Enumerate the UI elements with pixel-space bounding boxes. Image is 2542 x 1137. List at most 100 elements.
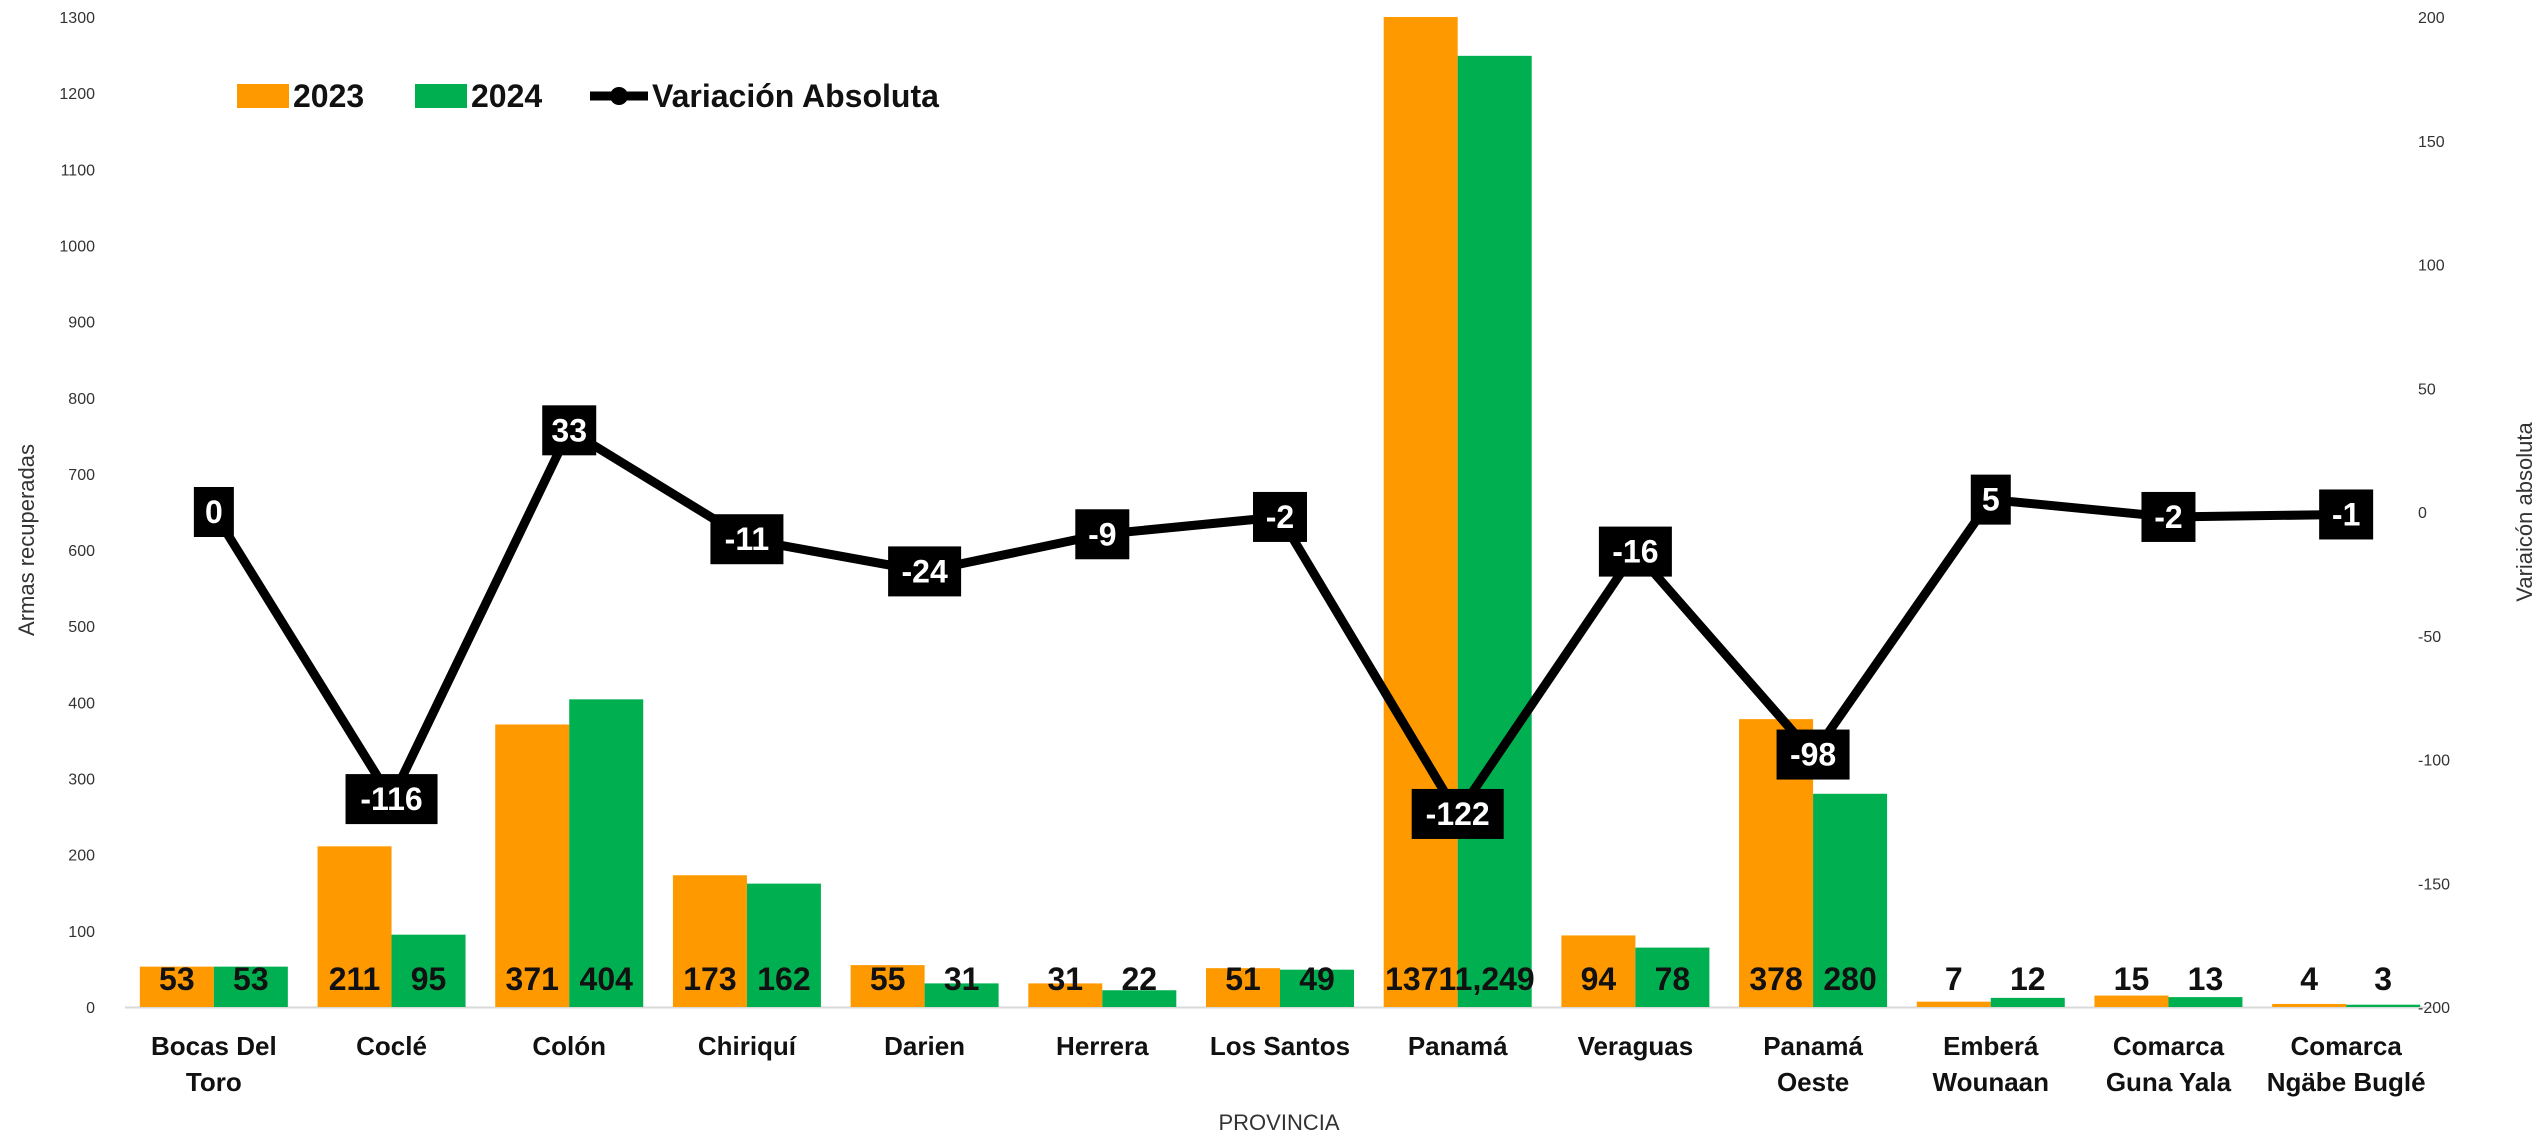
bar-2023: [1028, 983, 1103, 1007]
y-tick-label: 1200: [59, 86, 95, 103]
category-label: Panamá Oeste: [1763, 1031, 1863, 1097]
line-label-text: 0: [205, 494, 223, 530]
bar-value-label: 55: [870, 961, 906, 997]
legend-swatch: [237, 84, 289, 108]
line-labels: 0 -116 33 -11 -24 -9 -2 -122 -16 -98 5 -2 -1: [193, 405, 2374, 839]
bar-2024: [1990, 997, 2065, 1007]
bar-value-label: 31: [944, 961, 980, 997]
bar-2024: [569, 699, 644, 1007]
line-value-label: -11: [710, 514, 784, 565]
line-label-box: [193, 487, 234, 537]
bar-2024: [213, 966, 288, 1007]
bar-2023: [139, 966, 214, 1007]
legend-swatch: [415, 84, 467, 108]
line-label-box: [710, 514, 784, 565]
line-value-label: -122: [1411, 788, 1504, 839]
line-label-text: -98: [1790, 737, 1836, 773]
line-label-text: -2: [2154, 499, 2182, 535]
bar-2024: [1813, 793, 1888, 1007]
bar-value-label: 378: [1749, 961, 1802, 997]
bar-2023: [495, 724, 570, 1007]
bar-2023: [1383, 17, 1458, 1007]
bar-value-label: 15: [2114, 961, 2150, 997]
y-axis-title: Armas recuperadas: [14, 444, 39, 636]
bar-2024: [2346, 1004, 2421, 1007]
bar-labels: 53 211 371 173 55 31 51 1371 94 378 7 15 453 95 404 162…: [159, 961, 2392, 997]
bar-2023: [2094, 995, 2169, 1007]
line-label-text: -1: [2332, 496, 2360, 532]
legend-label: Variación Absoluta: [652, 78, 939, 114]
category-label: Colón: [532, 1031, 606, 1061]
category-label: Veraguas: [1578, 1031, 1694, 1061]
category-label: Coclé: [356, 1031, 427, 1061]
bar-value-label: 280: [1823, 961, 1876, 997]
bar-2024: [391, 934, 466, 1007]
line-label-box: [1075, 509, 1130, 560]
bar-value-label: 13: [2188, 961, 2224, 997]
line-label-box: [1970, 474, 2011, 525]
category-label: Los Santos: [1210, 1031, 1350, 1061]
line-label-box: [2319, 489, 2374, 540]
bar-value-label: 3: [2374, 961, 2392, 997]
bar-value-label: 1371: [1385, 961, 1456, 997]
bar-value-label: 404: [580, 961, 634, 997]
y-tick-label: 800: [68, 391, 95, 408]
y-tick-label: 200: [68, 848, 95, 865]
bar-value-label: 31: [1048, 961, 1084, 997]
bar-2023: [850, 965, 925, 1007]
bar-2023: [672, 875, 747, 1007]
bar-value-label: 211: [329, 961, 381, 997]
bar-value-label: 12: [2010, 961, 2046, 997]
line-label-box: [542, 405, 597, 456]
line-label-box: [1253, 491, 1307, 542]
bar-2024: [924, 983, 999, 1007]
line-value-label: -1: [2319, 489, 2374, 540]
bar-value-label: 4: [2300, 961, 2318, 997]
line-label-text: -16: [1612, 534, 1658, 570]
y2-tick-label: 200: [2418, 10, 2445, 27]
line-label-text: 5: [1982, 482, 2000, 518]
category-label: Comarca Ngäbe Buglé: [2267, 1031, 2426, 1097]
y2-axis-title: Variaicón absoluta: [2512, 422, 2537, 602]
legend-label: 2024: [471, 78, 542, 114]
y2-tick-label: -150: [2418, 876, 2450, 893]
line-label-box: [2141, 491, 2196, 542]
line-value-label: -9: [1075, 509, 1130, 560]
line-value-label: -116: [345, 774, 438, 825]
bar-value-label: 95: [411, 961, 447, 997]
bars: [139, 17, 2421, 1008]
legend: 2023 2024 Variación Absoluta: [237, 78, 939, 114]
y-tick-label: 1300: [59, 10, 95, 27]
bar-value-label: 53: [159, 961, 195, 997]
y-tick-label: 1100: [61, 162, 96, 179]
bar-value-label: 173: [683, 961, 736, 997]
y2-tick-label: 0: [2418, 505, 2427, 522]
bar-2024: [746, 883, 821, 1007]
bar-value-label: 51: [1225, 961, 1261, 997]
bar-2023: [317, 846, 392, 1007]
y2-tick-label: -200: [2418, 1000, 2450, 1017]
legend-label: 2023: [293, 78, 364, 114]
line-label-box: [1598, 526, 1672, 577]
bar-value-label: 78: [1655, 961, 1691, 997]
y-tick-label: 700: [68, 467, 95, 484]
line-value-label: -2: [1253, 491, 1307, 542]
category-label: Bocas Del Toro: [151, 1031, 277, 1097]
line-value-label: 33: [542, 405, 597, 456]
line-label-text: -122: [1426, 796, 1490, 832]
bar-2024: [1102, 990, 1177, 1007]
y-tick-label: 400: [68, 695, 95, 712]
category-label: Emberá Wounaan: [1933, 1031, 2050, 1097]
category-label: Chiriquí: [698, 1031, 797, 1061]
legend-item: 2023: [237, 78, 364, 114]
line-value-label: 0: [193, 487, 234, 537]
line-label-text: -2: [1266, 499, 1294, 535]
x-axis-title: PROVINCIA: [1218, 1110, 1339, 1135]
y2-tick-label: 150: [2418, 134, 2445, 151]
legend-item: 2024: [415, 78, 542, 114]
bar-2024: [2168, 997, 2243, 1007]
line-label-box: [345, 774, 438, 825]
bar-value-label: 162: [757, 961, 810, 997]
